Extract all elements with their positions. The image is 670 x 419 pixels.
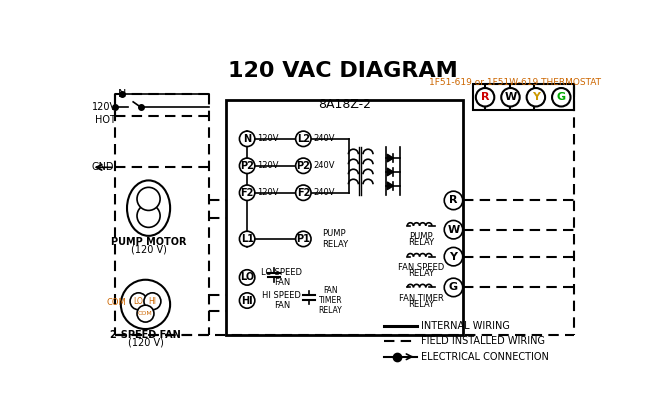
Text: COM: COM xyxy=(138,311,153,316)
Circle shape xyxy=(295,158,311,173)
Text: R: R xyxy=(481,92,489,102)
Text: Y: Y xyxy=(450,252,458,261)
Text: PUMP: PUMP xyxy=(409,232,433,241)
Text: FAN
TIMER
RELAY: FAN TIMER RELAY xyxy=(318,286,342,316)
Polygon shape xyxy=(387,182,393,190)
Text: PUMP
RELAY: PUMP RELAY xyxy=(322,229,348,248)
Circle shape xyxy=(444,220,463,239)
Text: RELAY: RELAY xyxy=(408,269,434,278)
Circle shape xyxy=(239,185,255,200)
Text: ELECTRICAL CONNECTION: ELECTRICAL CONNECTION xyxy=(421,352,549,362)
Text: 240V: 240V xyxy=(314,161,335,170)
Circle shape xyxy=(444,247,463,266)
Circle shape xyxy=(239,231,255,247)
Circle shape xyxy=(130,293,147,310)
Text: N: N xyxy=(118,89,127,99)
Circle shape xyxy=(295,185,311,200)
Text: 240V: 240V xyxy=(314,134,335,143)
Text: R: R xyxy=(449,195,458,205)
Text: 120V: 120V xyxy=(257,188,279,197)
Bar xyxy=(226,100,463,335)
Text: G: G xyxy=(449,282,458,292)
Text: W: W xyxy=(505,92,517,102)
Circle shape xyxy=(239,131,255,147)
Text: F2: F2 xyxy=(241,188,254,198)
Text: P1: P1 xyxy=(296,234,310,244)
Circle shape xyxy=(444,191,463,210)
Text: INTERNAL WIRING: INTERNAL WIRING xyxy=(421,321,510,331)
Text: (120 V): (120 V) xyxy=(127,337,163,347)
Text: P2: P2 xyxy=(296,161,310,171)
Text: (120 V): (120 V) xyxy=(131,244,167,254)
Circle shape xyxy=(137,187,160,210)
Circle shape xyxy=(121,280,170,329)
Text: Y: Y xyxy=(532,92,540,102)
Text: 2-SPEED FAN: 2-SPEED FAN xyxy=(110,330,181,340)
Text: 120V: 120V xyxy=(257,161,279,170)
Circle shape xyxy=(144,293,161,310)
Circle shape xyxy=(239,270,255,285)
Text: G: G xyxy=(557,92,566,102)
Text: 1F51-619 or 1F51W-619 THERMOSTAT: 1F51-619 or 1F51W-619 THERMOSTAT xyxy=(429,78,601,87)
Polygon shape xyxy=(387,168,393,176)
Text: LO: LO xyxy=(240,272,254,282)
Text: F2: F2 xyxy=(297,188,310,198)
Bar xyxy=(473,84,574,110)
Text: FIELD INSTALLED WIRING: FIELD INSTALLED WIRING xyxy=(421,336,545,347)
Text: RELAY: RELAY xyxy=(408,238,434,247)
Text: LO SPEED
FAN: LO SPEED FAN xyxy=(261,268,302,287)
Text: W: W xyxy=(448,225,460,235)
Text: RELAY: RELAY xyxy=(408,300,434,309)
Polygon shape xyxy=(387,154,393,162)
Text: 240V: 240V xyxy=(314,188,335,197)
Circle shape xyxy=(137,204,160,228)
Text: L1: L1 xyxy=(241,234,254,244)
Text: P2: P2 xyxy=(240,161,254,171)
Text: 120 VAC DIAGRAM: 120 VAC DIAGRAM xyxy=(228,61,458,81)
Circle shape xyxy=(527,88,545,106)
Circle shape xyxy=(552,88,571,106)
Circle shape xyxy=(239,293,255,308)
Ellipse shape xyxy=(127,181,170,236)
Text: FAN SPEED: FAN SPEED xyxy=(398,263,444,272)
Text: L2: L2 xyxy=(297,134,310,144)
Text: LO: LO xyxy=(133,297,143,306)
Text: HI: HI xyxy=(241,295,253,305)
Text: COM: COM xyxy=(107,298,126,308)
Text: PUMP MOTOR: PUMP MOTOR xyxy=(111,237,186,247)
Circle shape xyxy=(239,158,255,173)
Text: FAN TIMER: FAN TIMER xyxy=(399,294,444,303)
Circle shape xyxy=(137,305,154,322)
Text: HI: HI xyxy=(149,297,156,306)
Text: HOT: HOT xyxy=(94,115,115,125)
Circle shape xyxy=(295,131,311,147)
Circle shape xyxy=(476,88,494,106)
Text: GND: GND xyxy=(92,162,114,172)
Text: N: N xyxy=(243,134,251,144)
Circle shape xyxy=(444,278,463,297)
Circle shape xyxy=(295,231,311,247)
Text: HI SPEED
FAN: HI SPEED FAN xyxy=(263,291,302,310)
Text: 120V: 120V xyxy=(92,102,117,112)
Circle shape xyxy=(501,88,520,106)
Text: 120V: 120V xyxy=(257,134,279,143)
Text: 8A18Z-2: 8A18Z-2 xyxy=(318,98,371,111)
